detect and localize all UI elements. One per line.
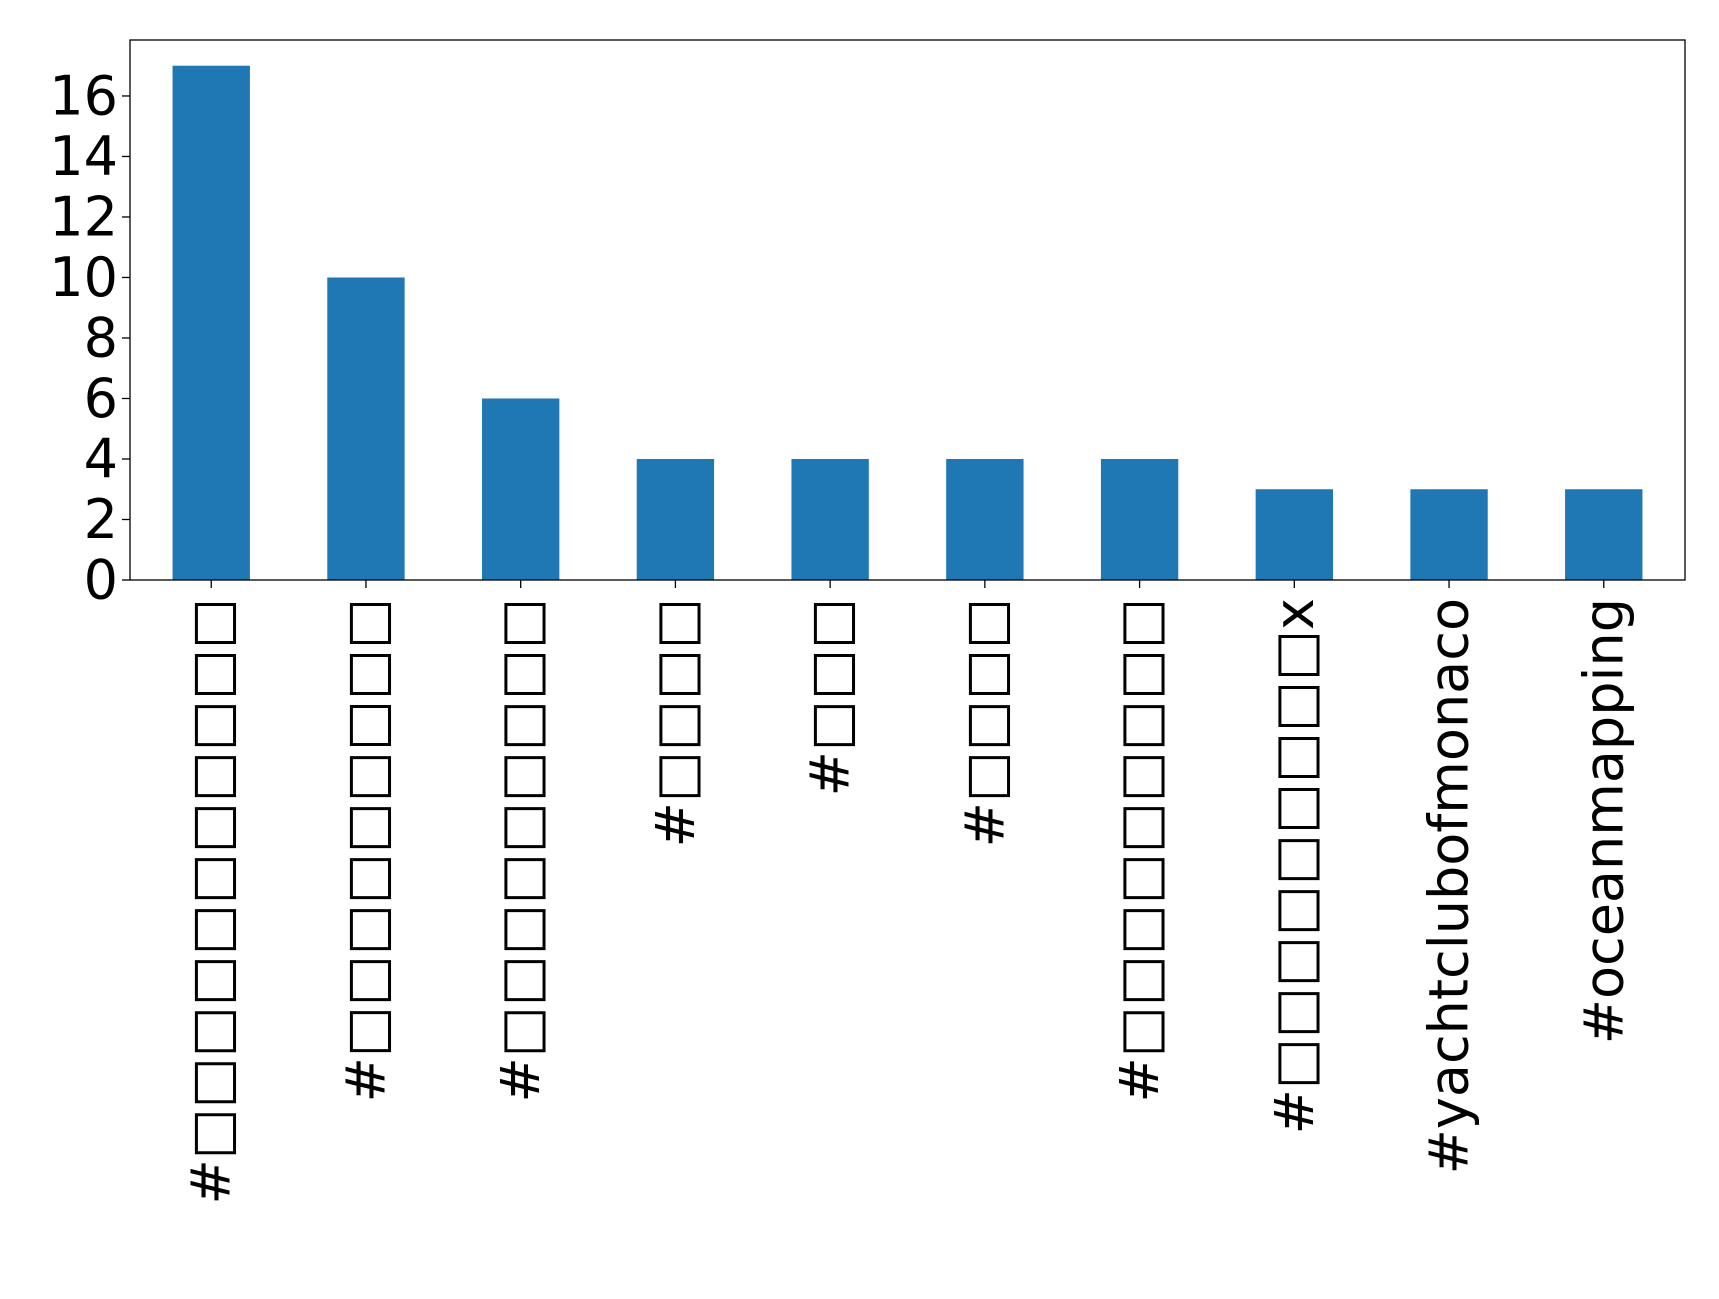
x-tick-label: #□□□□□□□□□x	[1263, 598, 1326, 1134]
x-tick-label: #oceanmapping	[1572, 598, 1635, 1044]
bar	[482, 398, 560, 580]
y-tick-label: 8	[84, 306, 118, 369]
x-tick-label: #□□□□□□□□□□□	[180, 598, 243, 1204]
x-tick-label: #yachtclubofmonaco	[1418, 598, 1481, 1174]
x-tick-label: #□□□	[799, 598, 862, 796]
x-axis: #□□□□□□□□□□□ #□□□□□□□□□ #□□□□□□□□□ #□□□□ #□□…	[180, 580, 1635, 1204]
bar	[636, 458, 715, 580]
x-tick-label: #□□□□□□□□□	[489, 598, 552, 1102]
y-tick-label: 2	[84, 488, 118, 551]
bar	[1100, 458, 1179, 580]
bar	[1410, 489, 1488, 580]
y-tick-label: 16	[49, 64, 118, 127]
x-tick-label: #□□□□□□□□□	[1108, 598, 1171, 1102]
plot-frame	[129, 39, 1686, 581]
y-tick-label: 14	[49, 125, 118, 188]
y-tick-label: 12	[49, 185, 118, 248]
y-tick-label: 6	[84, 367, 118, 430]
y-tick-label: 4	[84, 427, 118, 490]
bar	[172, 65, 250, 580]
bar	[791, 458, 869, 580]
y-tick-label: 10	[49, 246, 118, 309]
y-tick-label: 0	[84, 549, 118, 612]
bar	[327, 277, 405, 580]
bar	[946, 458, 1024, 580]
x-tick-label: #□□□□	[953, 598, 1016, 847]
x-tick-label: #□□□□	[644, 598, 707, 847]
x-tick-label: #□□□□□□□□□	[334, 598, 397, 1102]
bar	[1565, 489, 1643, 580]
bar	[1255, 489, 1333, 580]
bars-group	[172, 65, 1643, 580]
